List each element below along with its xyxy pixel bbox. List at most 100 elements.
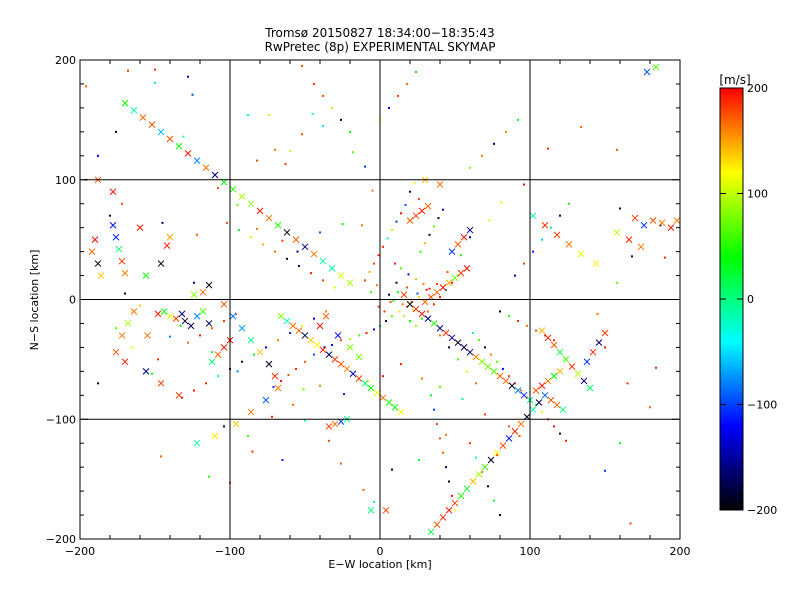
data-point-x (448, 334, 456, 342)
data-point-dot (289, 150, 291, 153)
data-points (85, 63, 681, 536)
data-point-x (481, 463, 489, 471)
data-point-dot (541, 411, 543, 414)
data-point-x (355, 375, 363, 382)
data-point-dot (421, 377, 423, 380)
data-point-dot (415, 324, 417, 327)
data-point-x (493, 449, 501, 457)
data-point-x (532, 387, 540, 394)
data-point-dot (217, 187, 219, 190)
data-point-x (484, 363, 492, 370)
data-point-dot (505, 130, 507, 133)
data-point-dot (484, 413, 486, 416)
data-point-dot (518, 435, 521, 438)
data-point-dot (289, 332, 291, 335)
data-point-x (109, 188, 117, 196)
data-point-x (97, 272, 105, 279)
data-point-dot (469, 236, 471, 239)
data-point-x (448, 248, 456, 255)
data-point-x (202, 164, 210, 172)
data-point-dot (404, 203, 407, 206)
data-point-x (649, 217, 657, 224)
data-point-dot (418, 458, 420, 461)
data-point-x (382, 506, 390, 514)
data-point-dot (373, 500, 375, 503)
data-point-x (433, 521, 441, 528)
data-point-dot (454, 509, 456, 512)
data-point-dot (241, 360, 243, 363)
data-point-dot (368, 270, 371, 273)
data-point-x (556, 367, 564, 375)
data-point-dot (377, 305, 380, 308)
data-point-x (640, 221, 648, 229)
data-point-dot (311, 112, 314, 115)
data-point-dot (448, 346, 450, 349)
data-point-dot (274, 148, 276, 151)
y-tick-label: 200 (55, 54, 76, 67)
data-point-dot (424, 242, 426, 245)
data-point-dot (428, 233, 431, 236)
data-point-dot (451, 281, 453, 284)
data-point-dot (478, 339, 480, 342)
data-point-dot (553, 425, 555, 428)
data-point-x (499, 442, 507, 449)
data-point-dot (199, 334, 201, 337)
data-point-dot (437, 217, 440, 220)
data-point-dot (157, 358, 159, 361)
data-point-dot (196, 233, 198, 236)
data-point-dot (161, 221, 164, 224)
data-point-dot (256, 227, 258, 230)
data-point-x (559, 406, 567, 414)
data-point-dot (508, 315, 510, 318)
data-point-dot (247, 114, 249, 117)
data-point-x (211, 432, 219, 440)
data-point-dot (517, 320, 519, 323)
data-point-dot (490, 353, 492, 356)
data-point-x (283, 229, 291, 236)
data-point-x (418, 207, 426, 215)
data-point-x (289, 322, 297, 330)
data-point-dot (187, 341, 189, 344)
data-point-dot (208, 475, 210, 478)
data-point-dot (349, 130, 351, 133)
data-point-x (343, 365, 351, 373)
data-point-dot (160, 455, 162, 458)
data-point-x (406, 217, 414, 224)
data-point-dot (433, 408, 435, 411)
x-tick-label: 100 (520, 545, 541, 558)
data-point-dot (358, 334, 360, 337)
data-point-dot (487, 485, 489, 488)
data-point-x (562, 356, 570, 363)
data-point-x (436, 181, 444, 188)
data-point-dot (284, 163, 287, 166)
data-point-dot (496, 454, 498, 457)
data-point-dot (500, 201, 503, 204)
data-point-dot (115, 130, 117, 133)
data-point-x (568, 363, 576, 370)
data-point-dot (436, 282, 438, 285)
data-point-x (436, 324, 444, 332)
data-point-dot (410, 300, 413, 303)
data-point-dot (493, 499, 495, 502)
data-point-x (121, 358, 129, 366)
data-point-x (433, 288, 441, 296)
data-point-dot (514, 274, 516, 277)
data-point-dot (626, 382, 629, 385)
data-point-x (541, 391, 549, 399)
data-point-x (379, 394, 387, 402)
data-point-dot (439, 437, 441, 440)
data-point-x (319, 346, 327, 354)
data-point-dot (397, 94, 399, 97)
data-point-dot (439, 385, 441, 388)
data-point-dot (422, 282, 425, 285)
data-point-dot (604, 469, 606, 472)
data-point-dot (559, 432, 561, 435)
data-point-x (490, 367, 498, 375)
data-point-x (331, 420, 339, 428)
data-point-x (463, 265, 471, 272)
data-point-x (274, 221, 282, 229)
data-point-dot (398, 310, 401, 313)
data-point-dot (619, 442, 621, 445)
data-point-x (367, 384, 375, 392)
